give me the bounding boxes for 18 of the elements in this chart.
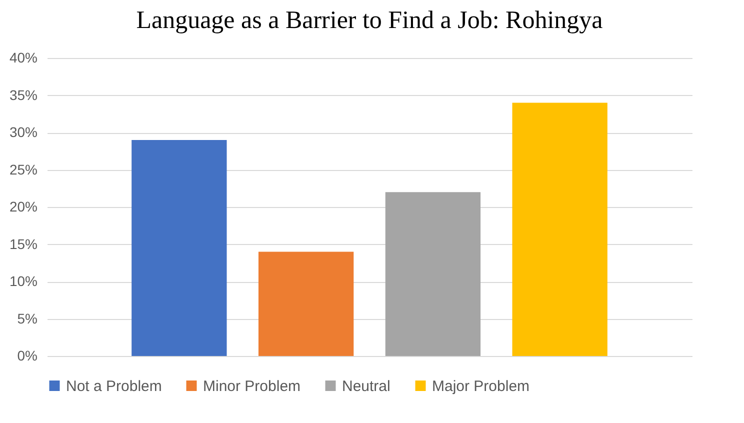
y-tick-label: 25% — [9, 161, 38, 178]
y-tick-label: 15% — [9, 236, 38, 252]
y-tick-label: 40% — [9, 50, 38, 66]
chart-title: Language as a Barrier to Find a Job: Rohingya — [136, 7, 603, 34]
bar — [512, 102, 608, 356]
y-tick-label: 5% — [17, 310, 38, 326]
bar — [258, 252, 354, 356]
y-tick-label: 20% — [9, 198, 38, 214]
legend-label: Minor Problem — [203, 378, 301, 395]
legend-label: Neutral — [342, 378, 390, 395]
legend-label: Not a Problem — [66, 378, 162, 395]
y-tick-label: 35% — [9, 86, 38, 103]
bar — [385, 192, 481, 356]
legend-label: Major Problem — [432, 378, 530, 395]
bar — [132, 140, 227, 356]
y-tick-label: 10% — [9, 273, 38, 289]
y-tick-label: 30% — [9, 124, 38, 140]
y-tick-label: 0% — [17, 348, 38, 364]
